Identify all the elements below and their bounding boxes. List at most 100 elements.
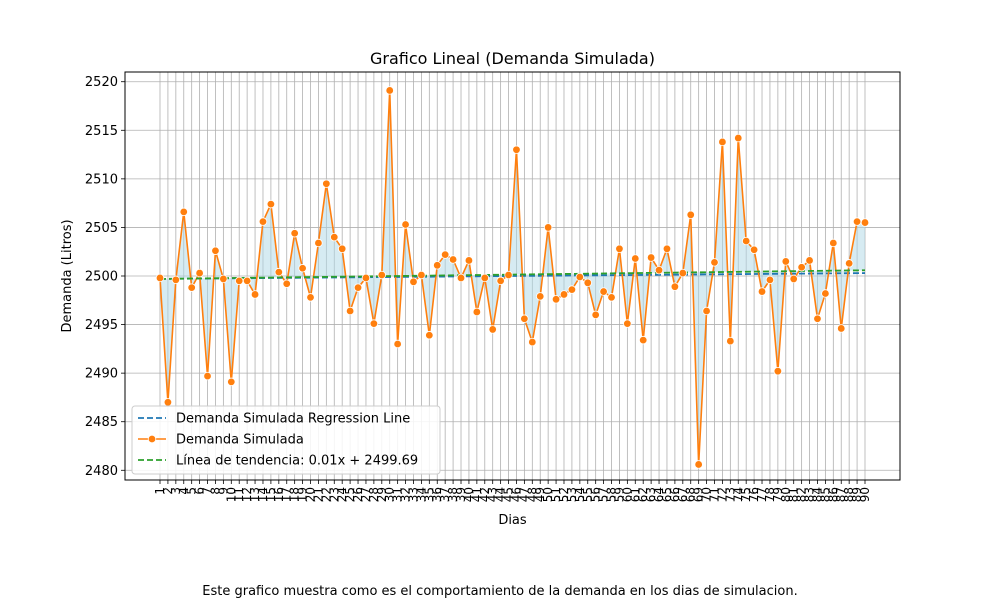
x-tick-label: 28 <box>367 487 381 502</box>
demand-point <box>607 293 616 302</box>
x-tick-label: 61 <box>628 487 642 502</box>
x-tick-label: 55 <box>581 487 595 502</box>
x-tick-label: 4 <box>177 487 191 495</box>
demand-point <box>726 336 735 346</box>
legend-label: Línea de tendencia: 0.01x + 2499.69 <box>176 454 418 469</box>
x-tick-label: 27 <box>359 487 373 502</box>
x-tick-label: 21 <box>311 487 325 502</box>
demand-point <box>805 256 814 265</box>
y-tick-label: 2495 <box>85 318 118 333</box>
legend-box <box>131 405 441 475</box>
x-tick-label: 15 <box>264 487 278 502</box>
demand-point <box>741 236 751 246</box>
x-tick-label: 25 <box>343 487 357 502</box>
x-tick-label: 14 <box>256 487 270 502</box>
x-tick-label: 64 <box>652 487 666 502</box>
x-tick-label: 63 <box>644 487 658 502</box>
x-tick-label: 78 <box>763 487 777 502</box>
demand-point <box>227 377 236 387</box>
x-tick-label: 81 <box>787 487 801 502</box>
x-tick-label: 33 <box>406 487 420 502</box>
x-axis: 1234567891011121314151617181920212223242… <box>153 480 872 502</box>
x-tick-label: 39 <box>454 487 468 502</box>
y-axis-label: Demanda (Litros) <box>60 219 75 332</box>
demand-point <box>844 259 854 268</box>
x-tick-label: 48 <box>525 487 539 502</box>
y-tick-label: 2505 <box>85 221 118 236</box>
x-tick-label: 53 <box>565 487 579 502</box>
demand-point <box>543 223 553 232</box>
x-tick-label: 9 <box>216 487 230 495</box>
x-tick-label: 47 <box>517 487 531 502</box>
demand-point <box>520 314 529 323</box>
demand-point <box>219 274 228 284</box>
demand-point <box>456 273 466 283</box>
x-tick-label: 1 <box>153 487 167 495</box>
demand-point <box>591 310 600 320</box>
demand-point <box>559 290 569 299</box>
demand-point <box>639 335 648 345</box>
series-markers <box>155 86 870 469</box>
demand-point <box>235 276 244 286</box>
x-tick-label: 68 <box>684 487 698 502</box>
demand-point <box>290 229 299 238</box>
x-tick-label: 49 <box>533 487 547 502</box>
demand-point <box>330 232 339 242</box>
demand-point <box>575 272 585 282</box>
demand-point <box>536 292 545 301</box>
x-tick-label: 20 <box>304 487 318 502</box>
demand-point <box>615 244 624 253</box>
demand-point <box>179 207 188 217</box>
legend: Demanda Simulada Regression Line Demanda … <box>131 405 441 475</box>
demand-point <box>852 217 862 226</box>
x-tick-label: 60 <box>620 487 634 502</box>
demand-point <box>345 306 355 316</box>
demand-point <box>314 238 323 248</box>
x-tick-label: 38 <box>446 487 460 502</box>
y-axis: 2480 2485 2490 2495 2500 2505 2510 2515 2520 <box>85 75 125 479</box>
x-tick-label: 59 <box>612 487 626 502</box>
x-tick-label: 13 <box>248 487 262 502</box>
demand-point <box>337 244 347 253</box>
demand-point <box>322 179 331 188</box>
demand-point <box>211 246 220 255</box>
legend-marker <box>147 434 157 444</box>
demand-point <box>171 275 181 285</box>
demand-point <box>464 256 474 265</box>
demand-point <box>781 257 790 266</box>
x-tick-label: 31 <box>391 487 405 502</box>
demand-point <box>440 250 450 259</box>
x-tick-label: 82 <box>795 487 809 502</box>
x-tick-label: 77 <box>755 487 769 502</box>
demand-point <box>250 290 260 299</box>
x-tick-label: 29 <box>375 487 389 502</box>
x-tick-label: 76 <box>747 487 761 502</box>
x-tick-label: 65 <box>660 487 674 502</box>
x-tick-label: 6 <box>193 487 207 495</box>
x-tick-label: 57 <box>597 487 611 502</box>
x-tick-label: 2 <box>161 487 175 495</box>
demand-point <box>155 273 165 283</box>
chart-caption: Este grafico muestra como es el comporta… <box>202 584 798 599</box>
chart-title: Grafico Lineal (Demanda Simulada) <box>370 49 655 68</box>
demand-point <box>837 324 846 333</box>
demand-point <box>195 268 204 278</box>
x-tick-label: 74 <box>731 487 745 502</box>
y-tick-label: 2520 <box>85 75 118 90</box>
demand-point <box>710 258 719 267</box>
demand-point <box>631 254 640 263</box>
demand-point <box>258 217 268 226</box>
x-tick-label: 42 <box>478 487 492 502</box>
x-tick-label: 90 <box>858 487 872 502</box>
demand-point <box>583 278 592 287</box>
x-tick-label: 56 <box>589 487 603 502</box>
x-tick-label: 12 <box>240 487 254 502</box>
x-tick-label: 23 <box>327 487 341 502</box>
x-tick-label: 10 <box>224 487 238 502</box>
x-tick-label: 69 <box>692 487 706 502</box>
demand-point <box>646 253 656 262</box>
x-tick-label: 7 <box>201 487 215 495</box>
x-tick-label: 17 <box>280 487 294 502</box>
x-tick-label: 43 <box>486 487 500 502</box>
demand-point <box>361 273 371 283</box>
